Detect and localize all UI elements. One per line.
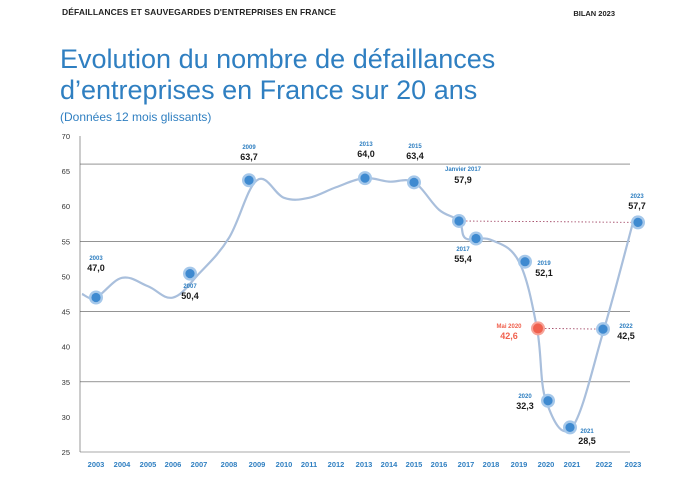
report-label: BILAN 2023 [573, 9, 615, 18]
x-tick-label: 2004 [114, 460, 132, 469]
x-tick-label: 2018 [483, 460, 500, 469]
marker-year-label: Mai 2020 [496, 324, 522, 330]
marker-value-label: 42,6 [500, 331, 518, 341]
marker-year-label: 2017 [456, 247, 470, 253]
marker-year-label: 2013 [359, 142, 373, 148]
y-tick-label: 35 [62, 378, 70, 387]
y-tick-label: 60 [62, 202, 70, 211]
marker-year-label: 2019 [537, 261, 551, 267]
marker-value-label: 47,0 [87, 263, 105, 273]
x-tick-label: 2015 [406, 460, 423, 469]
x-tick-label: 2007 [191, 460, 208, 469]
marker-year-label: 2007 [183, 284, 197, 290]
marker-year-label: 2022 [619, 324, 633, 330]
marker-year-label: 2020 [518, 394, 532, 400]
x-tick-label: 2013 [356, 460, 373, 469]
data-marker [565, 422, 575, 433]
x-tick-label: 2012 [328, 460, 345, 469]
y-tick-label: 55 [62, 237, 70, 246]
y-tick-label: 40 [62, 343, 70, 352]
x-tick-label: 2008 [221, 460, 238, 469]
data-marker [471, 233, 481, 244]
marker-value-label: 64,0 [357, 149, 375, 159]
marker-year-label: 2003 [89, 256, 103, 262]
marker-year-label: Janvier 2017 [445, 167, 482, 173]
marker-year-label: 2023 [630, 194, 644, 200]
data-marker [360, 173, 370, 183]
x-tick-label: 2022 [596, 460, 613, 469]
chart-title-line-2: d’entreprises en France sur 20 ans [60, 75, 478, 105]
marker-value-label: 42,5 [617, 331, 635, 341]
x-tick-label: 2011 [301, 460, 317, 469]
series-line [81, 176, 635, 433]
x-tick-label: 2016 [431, 460, 448, 469]
marker-value-label: 52,1 [535, 268, 553, 278]
marker-value-label: 32,3 [516, 401, 534, 411]
x-tick-label: 2009 [249, 460, 266, 469]
y-tick-label: 50 [62, 272, 70, 281]
data-marker [454, 216, 464, 226]
marker-value-label: 63,4 [406, 151, 424, 161]
marker-year-label: 2009 [242, 145, 256, 151]
x-tick-label: 2003 [88, 460, 105, 469]
highlight-marker [533, 323, 543, 334]
reference-line [458, 220, 639, 223]
chart-title-line-1: Evolution du nombre de défaillances [60, 44, 496, 74]
y-tick-label: 30 [62, 413, 70, 422]
y-tick-label: 70 [62, 132, 70, 141]
x-tick-label: 2006 [165, 460, 182, 469]
data-marker [91, 292, 101, 303]
marker-value-label: 55,4 [454, 254, 472, 264]
y-tick-label: 65 [62, 167, 70, 176]
x-tick-label: 2021 [564, 460, 581, 469]
marker-year-label: 2021 [580, 429, 594, 435]
marker-year-label: 2015 [408, 144, 422, 150]
marker-value-label: 63,7 [240, 152, 258, 162]
chart-title: Evolution du nombre de défaillances d’en… [60, 44, 495, 106]
reference-line [537, 328, 604, 330]
x-tick-label: 2020 [538, 460, 555, 469]
x-tick-label: 2019 [511, 460, 528, 469]
data-marker [633, 217, 643, 227]
data-marker [409, 177, 419, 187]
y-tick-label: 45 [62, 308, 70, 317]
y-tick-label: 25 [62, 448, 70, 457]
data-marker [543, 396, 553, 406]
x-tick-label: 2014 [381, 460, 399, 469]
data-marker [520, 257, 530, 267]
data-marker [244, 175, 254, 185]
data-marker [185, 269, 195, 279]
data-marker [598, 324, 608, 334]
marker-value-label: 50,4 [181, 291, 199, 301]
report-header: DÉFAILLANCES ET SAUVEGARDES D'ENTREPRISE… [62, 7, 336, 17]
x-tick-label: 2010 [276, 460, 293, 469]
marker-value-label: 57,7 [628, 201, 646, 211]
chart-subtitle: (Données 12 mois glissants) [60, 110, 212, 124]
x-tick-label: 2023 [625, 460, 642, 469]
marker-value-label: 57,9 [454, 175, 472, 185]
marker-value-label: 28,5 [578, 436, 596, 446]
x-tick-label: 2005 [140, 460, 157, 469]
x-tick-label: 2017 [458, 460, 475, 469]
